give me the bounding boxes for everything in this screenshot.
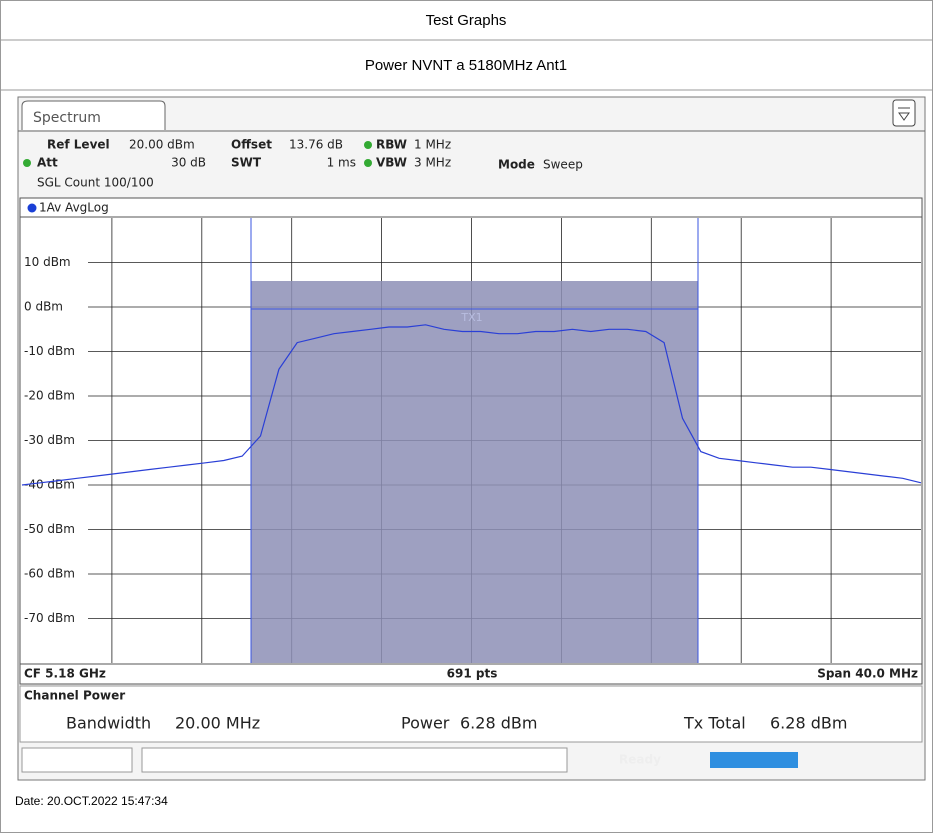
- status: Ready: [619, 753, 661, 767]
- date: Date: 20.OCT.2022 15:47:34: [15, 794, 168, 808]
- label: Tx Total: [683, 714, 746, 733]
- y-tick-label: -30 dBm: [24, 433, 75, 447]
- indicator: [364, 141, 372, 149]
- indicator: [364, 159, 372, 167]
- label: SWT: [231, 156, 262, 170]
- value: 13.76 dB: [289, 138, 343, 152]
- value: 30 dB: [171, 156, 206, 170]
- label: Offset: [231, 138, 272, 152]
- y-tick-label: -10 dBm: [24, 344, 75, 358]
- tab-label: Spectrum: [33, 110, 101, 126]
- center-freq: CF 5.18 GHz: [24, 667, 106, 681]
- label: RBW: [376, 138, 407, 152]
- y-tick-label: -20 dBm: [24, 389, 75, 403]
- status-field: [21, 747, 133, 773]
- y-tick-label: -40 dBm: [24, 478, 75, 492]
- label: Mode: [498, 158, 535, 172]
- y-tick-label: -50 dBm: [24, 522, 75, 536]
- label: Att: [37, 156, 58, 170]
- value: Sweep: [543, 158, 583, 172]
- icon-glyph: [898, 107, 910, 121]
- status-field: [141, 747, 568, 773]
- label: Power: [401, 714, 450, 733]
- title: Test Graphs: [426, 12, 507, 29]
- y-tick-label: 10 dBm: [24, 255, 71, 269]
- span: Span 40.0 MHz: [817, 667, 918, 681]
- progress: [710, 752, 798, 768]
- trace-label: 1Av AvgLog: [39, 201, 109, 215]
- channel-power: [19, 685, 923, 743]
- cp-title: Channel Power: [24, 689, 125, 703]
- value: 1 ms: [327, 156, 356, 170]
- label: VBW: [376, 156, 407, 170]
- y-tick-label: -60 dBm: [24, 567, 75, 581]
- trace-dot: [27, 203, 37, 213]
- value: 20.00 MHz: [175, 714, 260, 733]
- y-tick-label: 0 dBm: [24, 300, 63, 314]
- value: 1 MHz: [414, 138, 451, 152]
- count: SGL Count 100/100: [37, 176, 154, 190]
- value: 6.28 dBm: [460, 714, 537, 733]
- value: 6.28 dBm: [770, 714, 847, 733]
- label: Bandwidth: [66, 714, 151, 733]
- tab[interactable]: [21, 100, 166, 130]
- label: Ref Level: [47, 138, 110, 152]
- value: 20.00 dBm: [129, 138, 195, 152]
- marker: TX1: [460, 311, 482, 324]
- subtitle: Power NVNT a 5180MHz Ant1: [365, 57, 567, 74]
- indicator: [23, 159, 31, 167]
- points: 691 pts: [447, 667, 498, 681]
- value: 3 MHz: [414, 156, 451, 170]
- y-tick-label: -70 dBm: [24, 611, 75, 625]
- trace: [21, 324, 922, 486]
- channel-band: [251, 281, 698, 663]
